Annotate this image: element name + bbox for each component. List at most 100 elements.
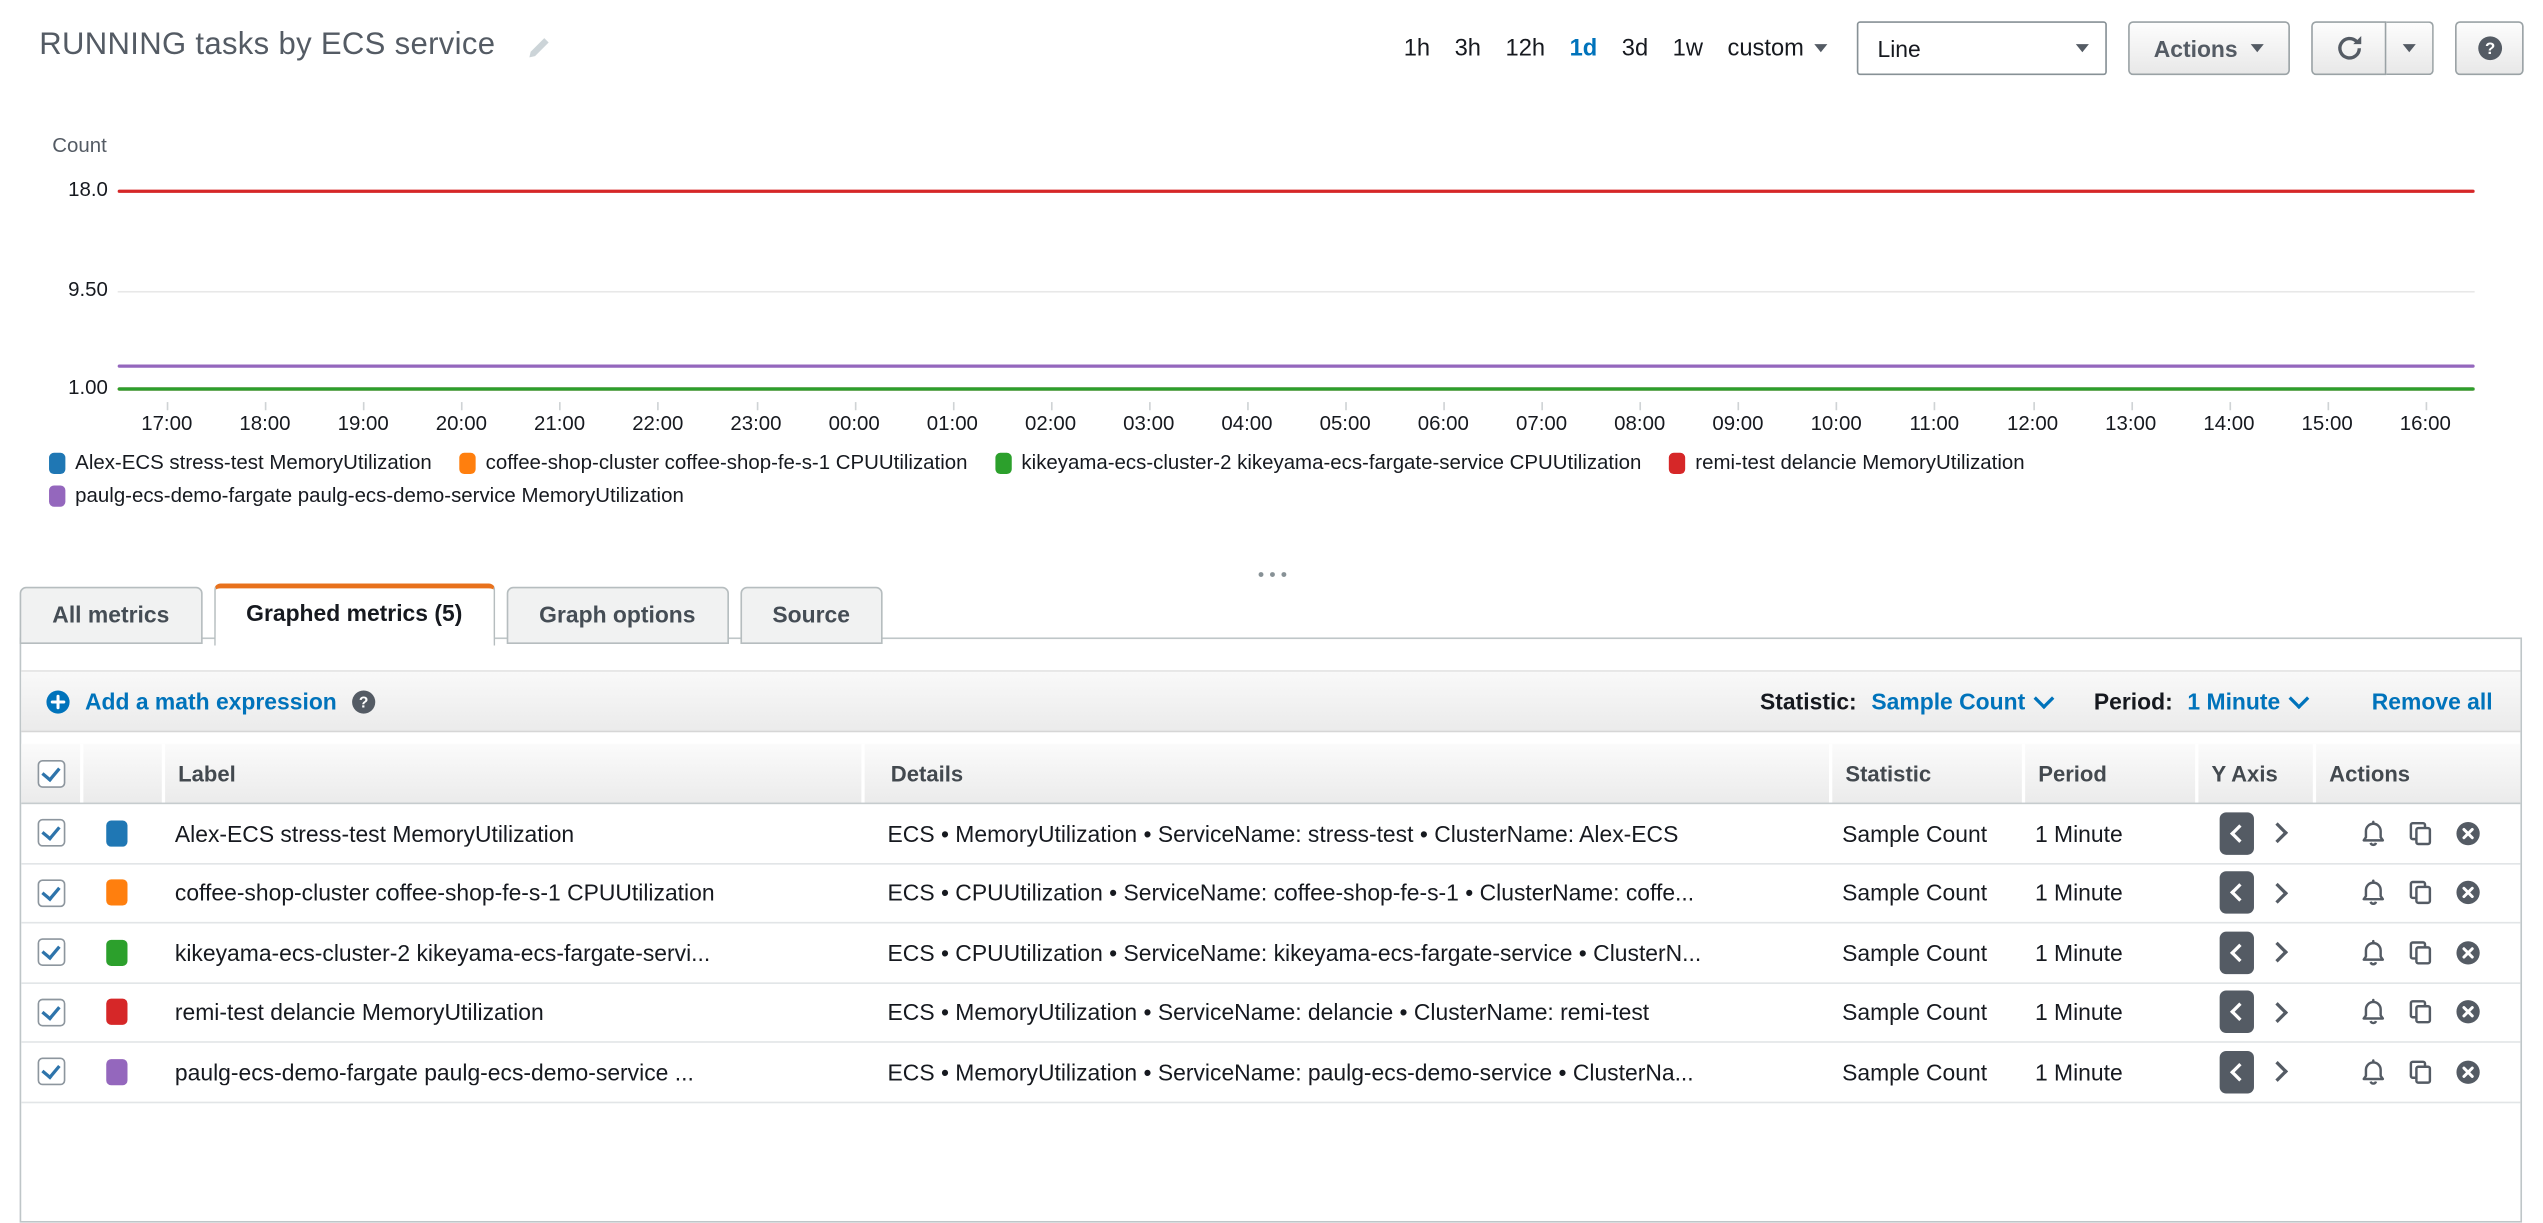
remove-metric-button[interactable] <box>2453 1057 2482 1086</box>
y-axis-left-button[interactable] <box>2219 811 2254 855</box>
time-range-3d[interactable]: 3d <box>1621 35 1649 62</box>
copy-icon <box>2409 940 2432 965</box>
metric-statistic: Sample Count <box>1842 939 1988 966</box>
metric-period: 1 Minute <box>2034 939 2123 966</box>
metric-details: ECS • CPUUtilization • ServiceName: kike… <box>887 939 1702 966</box>
edit-title-pencil-icon[interactable] <box>526 34 552 68</box>
table-row: remi-test delancie MemoryUtilization ECS… <box>21 983 2521 1043</box>
time-range-1w[interactable]: 1w <box>1672 35 1703 62</box>
chevron-down-icon <box>2250 44 2264 53</box>
legend-item[interactable]: coffee-shop-cluster coffee-shop-fe-s-1 C… <box>459 451 967 474</box>
row-checkbox[interactable] <box>36 938 65 967</box>
time-range-3h[interactable]: 3h <box>1454 35 1482 62</box>
duplicate-button[interactable] <box>2406 878 2435 907</box>
duplicate-button[interactable] <box>2406 997 2435 1026</box>
remove-metric-button[interactable] <box>2453 938 2482 967</box>
chart-plot-area[interactable] <box>117 175 2475 402</box>
add-math-expression-link[interactable]: Add a math expression ? <box>44 687 378 715</box>
bell-icon <box>2362 879 2385 906</box>
y-axis-right-button[interactable] <box>2267 1061 2289 1083</box>
row-checkbox[interactable] <box>36 878 65 907</box>
question-mark-icon[interactable]: ? <box>350 687 378 715</box>
table-row: kikeyama-ecs-cluster-2 kikeyama-ecs-farg… <box>21 923 2521 984</box>
row-checkbox[interactable] <box>36 998 65 1027</box>
chevron-left-icon <box>2229 1062 2248 1082</box>
duplicate-button[interactable] <box>2406 938 2435 967</box>
create-alarm-button[interactable] <box>2359 878 2388 907</box>
bell-icon <box>2362 1058 2385 1085</box>
row-checkbox[interactable] <box>36 819 65 848</box>
time-range-custom[interactable]: custom <box>1728 35 1827 61</box>
create-alarm-button[interactable] <box>2359 818 2388 847</box>
metric-color-swatch <box>106 879 128 906</box>
refresh-options-button[interactable] <box>2386 21 2434 76</box>
legend-item[interactable]: kikeyama-ecs-cluster-2 kikeyama-ecs-farg… <box>995 451 1641 474</box>
chevron-left-icon <box>2229 1002 2248 1022</box>
remove-metric-button[interactable] <box>2453 818 2482 847</box>
time-range-12h[interactable]: 12h <box>1505 35 1546 62</box>
metric-label: Alex-ECS stress-test MemoryUtilization <box>174 820 575 847</box>
actions-column-header: Actions <box>2312 743 2521 803</box>
legend-swatch <box>995 451 1012 474</box>
remove-metric-button[interactable] <box>2453 878 2482 907</box>
actions-button[interactable]: Actions <box>2127 21 2290 76</box>
y-axis-column-header: Y Axis <box>2195 743 2313 803</box>
statistic-label: Statistic: <box>1760 688 1857 715</box>
chart-type-value: Line <box>1877 35 1921 62</box>
help-button[interactable]: ? <box>2455 21 2524 76</box>
row-checkbox[interactable] <box>36 1057 65 1086</box>
copy-icon <box>2409 881 2432 905</box>
metric-color-swatch <box>106 939 128 966</box>
legend-swatch <box>459 451 476 474</box>
chevron-right-icon <box>2267 882 2289 904</box>
metric-statistic: Sample Count <box>1842 820 1988 847</box>
create-alarm-button[interactable] <box>2359 938 2388 967</box>
y-axis-right-button[interactable] <box>2267 822 2289 844</box>
metric-statistic: Sample Count <box>1842 999 1988 1026</box>
metric-period: 1 Minute <box>2034 999 2123 1026</box>
create-alarm-button[interactable] <box>2359 997 2388 1026</box>
metric-period: 1 Minute <box>2034 879 2123 906</box>
create-alarm-button[interactable] <box>2359 1057 2388 1086</box>
legend-item[interactable]: Alex-ECS stress-test MemoryUtilization <box>49 451 432 474</box>
x-axis-ticks <box>118 402 2475 411</box>
table-header: Label Details Statistic Period Y Axis Ac… <box>21 743 2521 805</box>
chart-legend-row-2: paulg-ecs-demo-fargate paulg-ecs-demo-se… <box>49 484 684 507</box>
metric-label: kikeyama-ecs-cluster-2 kikeyama-ecs-farg… <box>174 939 711 966</box>
y-axis-left-button[interactable] <box>2219 1050 2254 1094</box>
y-axis-left-button[interactable] <box>2219 871 2254 915</box>
table-row: coffee-shop-cluster coffee-shop-fe-s-1 C… <box>21 864 2521 924</box>
legend-item[interactable]: remi-test delancie MemoryUtilization <box>1669 451 2025 474</box>
time-range-1h[interactable]: 1h <box>1403 35 1431 62</box>
duplicate-button[interactable] <box>2406 818 2435 847</box>
resize-handle[interactable] <box>0 561 2543 590</box>
remove-metric-button[interactable] <box>2453 997 2482 1026</box>
y-axis-right-button[interactable] <box>2267 1001 2289 1023</box>
tab-graph-options[interactable]: Graph options <box>506 586 729 644</box>
metric-color-swatch <box>106 1058 128 1085</box>
chart-legend-row-1: Alex-ECS stress-test MemoryUtilization c… <box>49 451 2025 474</box>
graphed-metrics-panel: Add a math expression ? Statistic: Sampl… <box>19 637 2523 1223</box>
metric-label: remi-test delancie MemoryUtilization <box>174 999 544 1026</box>
period-dropdown[interactable]: 1 Minute <box>2187 687 2310 714</box>
period-column-header: Period <box>2021 743 2195 803</box>
tab-all-metrics[interactable]: All metrics <box>19 586 203 644</box>
chevron-right-icon <box>2267 1061 2289 1083</box>
refresh-button[interactable] <box>2311 21 2387 76</box>
tab-graphed-metrics[interactable]: Graphed metrics (5) <box>213 583 496 646</box>
y-axis-right-button[interactable] <box>2267 882 2289 904</box>
legend-item[interactable]: paulg-ecs-demo-fargate paulg-ecs-demo-se… <box>49 484 684 507</box>
chart-type-select[interactable]: Line <box>1856 21 2107 76</box>
tab-source[interactable]: Source <box>739 586 883 644</box>
series-line-2 <box>117 387 2475 391</box>
remove-all-link[interactable]: Remove all <box>2371 688 2493 715</box>
y-axis-left-button[interactable] <box>2219 990 2254 1034</box>
statistic-dropdown[interactable]: Sample Count <box>1871 687 2055 714</box>
y-axis-left-button[interactable] <box>2219 931 2254 974</box>
metric-details: ECS • MemoryUtilization • ServiceName: s… <box>887 820 1679 847</box>
time-range-1d[interactable]: 1d <box>1569 35 1598 62</box>
y-axis-right-button[interactable] <box>2267 942 2289 963</box>
duplicate-button[interactable] <box>2406 1057 2435 1086</box>
select-all-checkbox[interactable] <box>36 759 65 788</box>
